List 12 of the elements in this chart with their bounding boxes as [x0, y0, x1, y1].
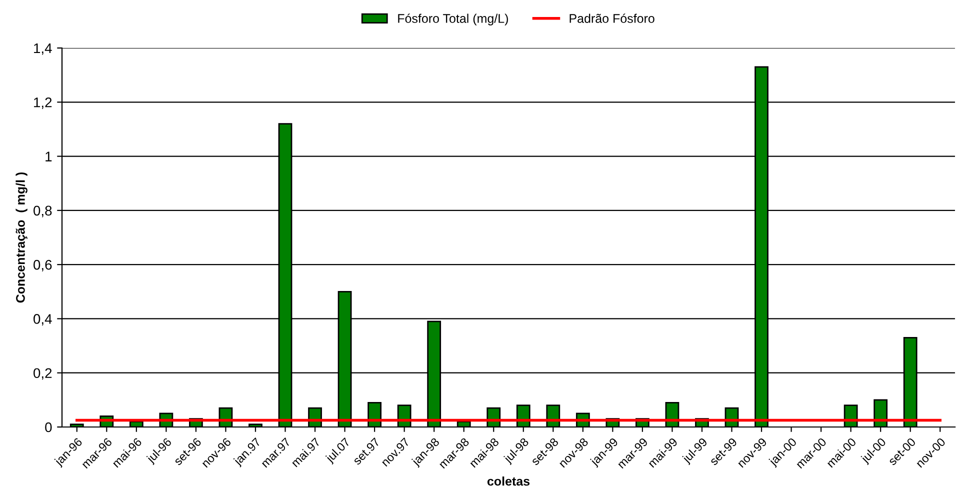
legend-label: Fósforo Total (mg/L) [398, 14, 508, 26]
y-tick-label: 0 [45, 422, 52, 432]
y-tick-label: 0,2 [34, 368, 52, 380]
y-tick-label: 1 [46, 152, 52, 162]
y-tick-label: 0,8 [34, 206, 52, 218]
legend-label: Padrão Fósforo [570, 14, 654, 23]
y-tick-label: 0,4 [34, 314, 52, 326]
y-tick-label: 1,2 [34, 97, 52, 109]
y-tick-label: 0,6 [34, 260, 52, 272]
y-axis-title: Concentração ( mg/l ) [16, 172, 28, 303]
x-axis-title: coletas [487, 476, 530, 486]
y-tick-label: 1,4 [34, 43, 52, 55]
